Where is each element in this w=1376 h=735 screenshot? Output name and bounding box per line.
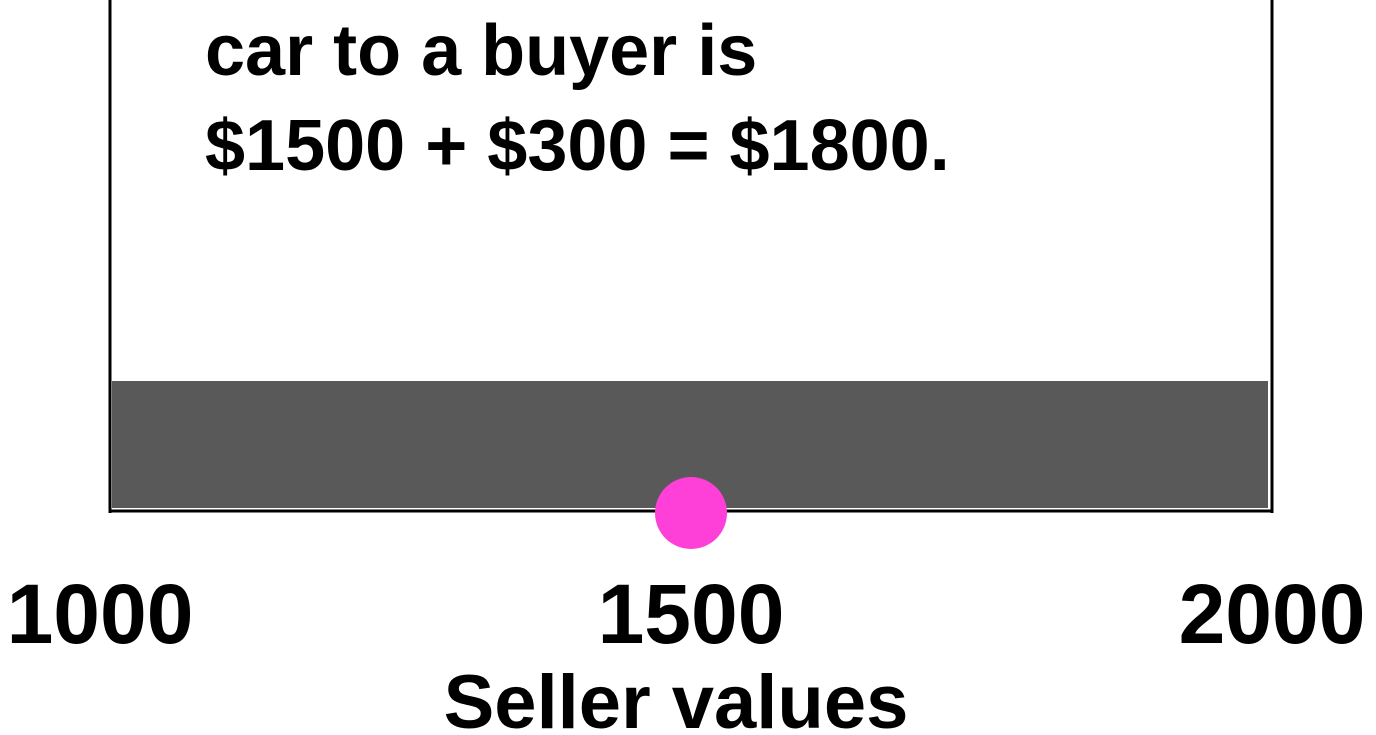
x-axis-label: Seller values bbox=[444, 660, 909, 735]
point bbox=[655, 477, 727, 549]
x-tick-label: 1500 bbox=[598, 567, 785, 661]
x-tick-label: 1000 bbox=[7, 567, 194, 661]
annotation-line: car to a buyer is bbox=[205, 11, 757, 91]
x-tick-label: 2000 bbox=[1179, 567, 1366, 661]
annotation-line: $1500 + $300 = $1800. bbox=[205, 106, 950, 186]
